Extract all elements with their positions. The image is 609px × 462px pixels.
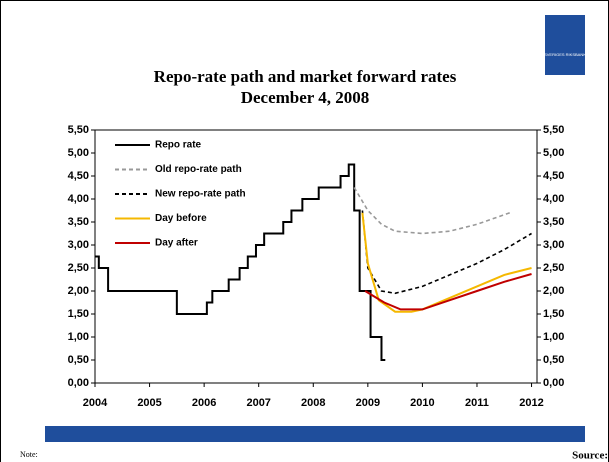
y-tick-label: 4,50	[68, 170, 89, 182]
y-tick-label: 5,50	[68, 124, 89, 136]
series-line	[95, 163, 386, 361]
y-tick-label: 4,00	[68, 193, 89, 205]
series-line	[361, 212, 532, 313]
y-tick-label: 0,00	[68, 377, 89, 389]
legend-label: Old repo-rate path	[155, 164, 242, 175]
legend-label: Day after	[155, 238, 198, 249]
y-tick-label: 1,00	[68, 331, 89, 343]
x-tick-label: 2008	[301, 397, 325, 409]
y-tick-label: 5,00	[68, 147, 89, 159]
logo-text: SVERIGES RIKSBANK	[544, 52, 586, 57]
y2-tick-label: 3,50	[543, 216, 564, 228]
y2-tick-label: 1,50	[543, 308, 564, 320]
y2-tick-label: 2,50	[543, 262, 564, 274]
y-tick-label: 1,50	[68, 308, 89, 320]
y2-tick-label: 4,00	[543, 193, 564, 205]
y2-tick-label: 4,50	[543, 170, 564, 182]
x-tick-label: 2006	[192, 397, 216, 409]
x-tick-label: 2004	[83, 397, 108, 409]
series-line	[364, 273, 532, 311]
x-tick-label: 2005	[137, 397, 161, 409]
y2-tick-label: 0,50	[543, 354, 564, 366]
x-tick-label: 2010	[410, 397, 434, 409]
y2-tick-label: 5,00	[543, 147, 564, 159]
y2-tick-label: 2,00	[543, 285, 564, 297]
y-tick-label: 3,50	[68, 216, 89, 228]
legend-label: Day before	[155, 213, 207, 224]
legend-label: Repo rate	[155, 140, 202, 151]
y-tick-label: 2,50	[68, 262, 89, 274]
note: Note:	[20, 450, 38, 459]
series-line	[353, 187, 510, 235]
y2-tick-label: 3,00	[543, 239, 564, 251]
y-tick-label: 0,50	[68, 354, 89, 366]
footer-band	[45, 426, 585, 442]
logo	[545, 15, 585, 75]
y-tick-label: 2,00	[68, 285, 89, 297]
y2-tick-label: 1,00	[543, 331, 564, 343]
x-tick-label: 2012	[519, 397, 543, 409]
y2-tick-label: 5,50	[543, 124, 564, 136]
x-tick-label: 2011	[465, 397, 489, 409]
x-tick-label: 2007	[246, 397, 270, 409]
y2-tick-label: 0,00	[543, 377, 564, 389]
x-tick-label: 2009	[356, 397, 380, 409]
chart-title: Repo-rate path and market forward rates	[154, 67, 457, 86]
y-tick-label: 3,00	[68, 239, 89, 251]
chart-subtitle: December 4, 2008	[241, 88, 370, 107]
legend-label: New repo-rate path	[155, 189, 246, 200]
source: Source:	[572, 450, 608, 462]
